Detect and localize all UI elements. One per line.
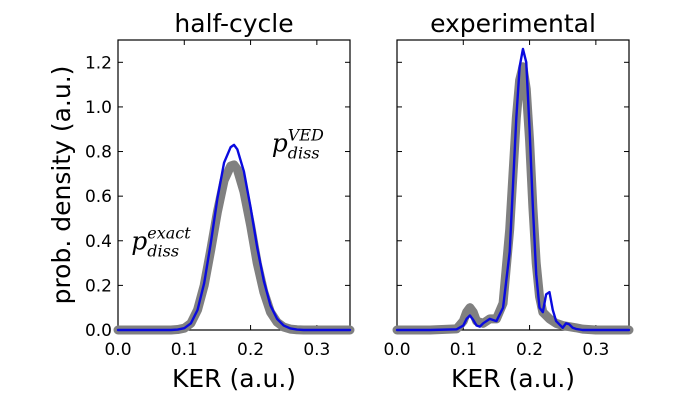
x-tick-label: 0.0 [104,340,131,360]
y-tick-label: 1.2 [85,53,112,73]
annotation-base: p [272,129,288,158]
x-tick-label: 0.0 [383,340,410,360]
x-tick-label: 0.1 [450,340,477,360]
tick-group: 0.0 0.1 0.2 0.3 [383,40,629,360]
y-tick-label: 0.8 [85,143,112,163]
x-tick-label: 0.3 [582,340,609,360]
annotation-superscript: VED [288,126,324,145]
x-tick-label: 0.3 [303,340,330,360]
y-tick-label: 0.2 [85,276,112,296]
annotation-base: p [131,227,147,256]
annotation-subscript: diss [288,144,320,163]
y-tick-label: 0.6 [85,187,112,207]
y-tick-label: 1.0 [85,98,112,118]
plot-frame [117,39,351,331]
x-axis-label: KER (a.u.) [451,364,575,393]
chart-panel-half-cycle: half-cycle KER (a.u.) 0.0 0.1 0.2 0.3 0.0 0.2… [85,9,355,393]
y-axis-label: prob. density (a.u.) [47,66,76,305]
chart-title: experimental [430,9,596,38]
chart-title: half-cycle [174,9,293,38]
series-line-ved [116,143,352,332]
annotation-subscript: diss [147,242,179,261]
series-line-ved [395,47,631,332]
y-tick-label: 0.0 [85,321,112,341]
x-axis-label: KER (a.u.) [172,364,296,393]
annotation-superscript: exact [147,224,191,243]
plot-area [392,47,634,335]
chart-panel-experimental: experimental KER (a.u.) 0.0 0.1 0.2 0.3 [383,9,634,393]
tick-group: 0.0 0.1 0.2 0.3 0.0 0.2 0.4 0.6 0.8 1.0 1.2 [85,40,350,360]
x-tick-label: 0.2 [516,340,543,360]
x-tick-label: 0.1 [171,340,198,360]
plot-frame [396,39,630,331]
x-tick-label: 0.2 [237,340,264,360]
y-tick-label: 0.4 [85,232,112,252]
plot-area [113,143,355,335]
